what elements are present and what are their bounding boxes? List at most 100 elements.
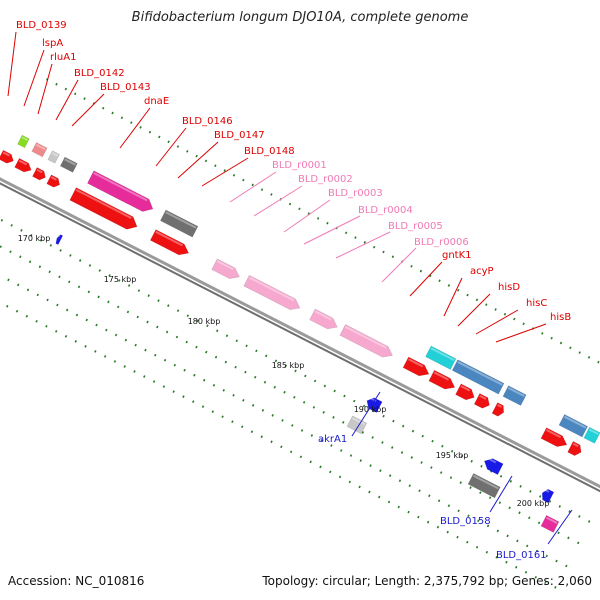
gene-label: BLD_r0003 [328,188,383,199]
scale-label: 170 kbp [18,234,51,243]
orf-dot [587,520,591,523]
gene-arrow [69,187,138,230]
orf-dot [496,529,500,533]
orf-dot [467,514,470,518]
gene-highlight [18,159,28,166]
backbone-line [0,182,600,493]
orf-dot [410,456,414,459]
gene-arrow [558,414,589,438]
orf-dot [559,341,563,345]
orf-dot [211,410,215,414]
orf-dot [548,500,552,503]
orf-dot [39,239,43,242]
gene-feature [55,234,64,246]
orf-dot [304,374,307,378]
gene-feature [0,149,14,164]
orf-dot [294,369,297,373]
orf-dot [420,461,423,464]
scale-label: 190 kbp [354,405,387,414]
orf-dot [291,424,294,427]
orf-dot [58,275,61,279]
label-leader-line [409,261,443,297]
orf-dot [280,445,283,449]
gene-arrow [14,158,32,173]
gene-feature [87,170,154,212]
orf-dot [28,260,32,264]
orf-dot [348,480,352,484]
gene-feature [425,345,457,370]
orf-dot [103,355,107,358]
orf-dot [234,365,237,369]
orf-dot [143,375,146,378]
orf-dot [270,193,273,196]
label-leader-line [303,215,361,245]
gene-arrow [55,234,64,246]
orf-dot [192,400,195,403]
orf-dot [38,265,42,269]
gene-feature [502,385,527,406]
orf-dot [85,318,88,322]
gene-arrow [567,440,582,456]
gene-arrow [428,369,456,390]
gene-label: BLD_r0005 [388,221,443,232]
gene-label: BLD_r0001 [272,160,327,171]
orf-dot [441,444,444,448]
orf-dot [456,535,459,539]
gene-label: BLD_0158 [440,516,491,527]
orf-dot [392,419,395,423]
orf-dot [513,317,516,321]
gene-feature [159,209,199,238]
orf-dot [78,259,82,262]
orf-dot [419,269,423,273]
gene-feature [59,156,78,173]
orf-dot [54,329,58,333]
orf-dot [273,385,276,389]
orf-dot [242,398,245,402]
orf-dot [118,279,121,282]
orf-dot [410,264,413,268]
orf-dot [222,388,225,392]
gene-arrow [211,258,240,279]
orf-dot [550,336,553,340]
gene-highlight [155,230,183,247]
orf-dot [73,92,77,96]
orf-dot [578,515,581,518]
label-leader-line [495,323,547,343]
orf-dot [557,531,560,535]
orf-dot [223,169,226,172]
orf-dot [19,255,22,259]
orf-dot [377,495,381,499]
orf-dot [261,409,265,412]
orf-dot [535,549,539,553]
label-leader-line [335,231,391,259]
gene-feature [31,142,48,158]
label-leader-line [7,31,17,97]
gene-feature [491,402,504,417]
gene-label: gntK1 [442,250,472,261]
orf-dot [144,348,147,352]
gene-feature [451,359,505,395]
orf-dot [477,519,480,523]
orf-dot [344,231,348,235]
orf-dot [84,345,87,348]
orf-dot [426,520,430,524]
orf-dot [466,540,469,544]
orf-dot [343,394,346,398]
orf-dot [195,154,198,158]
orf-dot [382,250,385,254]
orf-dot [88,264,92,267]
scale-label: 175 kbp [104,275,137,284]
gene-arrow [159,209,199,238]
orf-dot [428,494,431,498]
gene-highlight [486,457,497,464]
orf-dot [569,346,572,350]
gene-highlight [2,151,10,157]
orf-dot [449,476,453,479]
orf-dot [167,140,170,144]
orf-dot [245,344,248,348]
orf-dot [418,489,421,493]
scale-label: 185 kbp [272,361,305,370]
gene-feature [346,415,368,435]
orf-dot [469,486,472,489]
orf-dot [518,511,521,515]
